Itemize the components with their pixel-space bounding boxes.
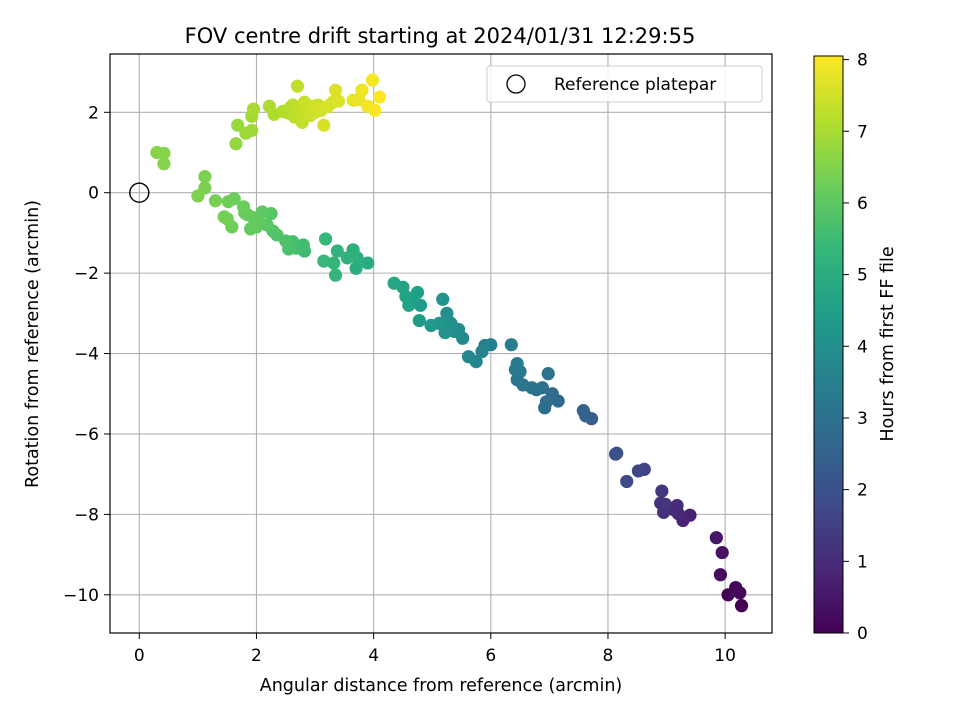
- data-point: [461, 350, 476, 364]
- data-point: [208, 194, 223, 208]
- colorbar-tick-label: 3: [857, 409, 868, 429]
- legend-marker: [506, 74, 526, 94]
- plot-frame: [109, 53, 773, 634]
- colorbar-tick-label: 5: [857, 266, 868, 286]
- legend-label: Reference platepar: [554, 75, 716, 95]
- colorbar-tick-label: 4: [857, 337, 868, 357]
- x-tick-label: 10: [714, 646, 736, 666]
- data-point: [368, 103, 382, 117]
- y-tick-label: −8: [74, 505, 99, 525]
- legend-box: [486, 65, 763, 103]
- data-point: [229, 137, 243, 151]
- data-point: [317, 254, 331, 268]
- data-point: [734, 599, 749, 613]
- reference-point-marker: [129, 182, 150, 203]
- x-axis-ticks: 0 2 4 6 8 10: [134, 633, 736, 666]
- data-point: [217, 210, 231, 224]
- data-point: [620, 474, 634, 489]
- y-axis-label: Rotation from reference (arcmin): [23, 200, 43, 488]
- data-point: [475, 344, 489, 359]
- colorbar-tick-label: 2: [857, 481, 868, 501]
- data-point: [709, 531, 723, 545]
- data-point: [387, 276, 401, 290]
- data-point: [330, 244, 344, 258]
- y-tick-label: −2: [74, 264, 99, 284]
- x-tick-label: 8: [603, 646, 614, 666]
- colorbar-tick-label: 6: [857, 194, 868, 214]
- y-axis-ticks: −10 −8 −6 −4 −2 0 2: [63, 103, 110, 606]
- data-point: [361, 256, 375, 270]
- colorbar-tick-label: 1: [857, 552, 868, 572]
- data-point: [150, 145, 164, 160]
- data-point: [328, 268, 343, 282]
- data-point: [331, 94, 346, 108]
- data-point: [436, 292, 450, 306]
- data-points: [150, 73, 749, 613]
- data-point: [713, 568, 728, 582]
- data-point: [610, 446, 624, 460]
- data-point: [157, 157, 171, 171]
- x-tick-label: 2: [251, 646, 262, 666]
- y-tick-label: −4: [74, 345, 99, 365]
- data-point: [355, 83, 369, 97]
- data-point: [244, 222, 258, 236]
- data-point: [290, 79, 305, 93]
- reference-marker: [129, 182, 150, 203]
- x-tick-label: 6: [485, 646, 496, 666]
- data-point: [349, 261, 363, 275]
- grid-lines: [110, 54, 772, 633]
- data-point: [539, 395, 554, 409]
- data-point: [576, 404, 590, 418]
- chart-title: FOV centre drift starting at 2024/01/31 …: [185, 24, 696, 48]
- data-point: [327, 256, 341, 270]
- colorbar: [813, 55, 844, 634]
- data-point: [236, 200, 251, 214]
- x-tick-label: 4: [368, 646, 379, 666]
- data-point: [670, 498, 684, 513]
- data-point: [317, 118, 331, 132]
- colorbar-tick-label: 7: [857, 122, 868, 142]
- data-point: [340, 251, 354, 265]
- colorbar-tick-label: 0: [857, 624, 868, 644]
- data-point: [412, 313, 426, 328]
- data-point: [424, 318, 438, 333]
- legend: Reference platepar: [486, 65, 763, 103]
- data-point: [410, 285, 425, 300]
- colorbar-ticks: 0 1 2 3 4 5 6 7 8: [843, 51, 868, 644]
- data-point: [221, 194, 235, 209]
- data-point: [328, 83, 343, 97]
- data-point: [245, 123, 259, 137]
- y-tick-label: 2: [88, 103, 99, 123]
- data-point: [504, 338, 518, 352]
- colorbar-tick-label: 8: [857, 51, 868, 71]
- data-point: [246, 102, 261, 116]
- data-point: [510, 357, 524, 371]
- data-point: [191, 189, 205, 203]
- data-point: [231, 118, 245, 132]
- data-point: [198, 170, 212, 184]
- data-point: [658, 497, 672, 511]
- colorbar-label: Hours from first FF file: [878, 246, 898, 441]
- data-point: [655, 484, 669, 498]
- y-tick-label: −10: [63, 586, 99, 606]
- x-tick-label: 0: [134, 646, 145, 666]
- data-point: [372, 90, 387, 104]
- data-point: [631, 464, 646, 478]
- data-point: [318, 232, 333, 246]
- data-point: [715, 545, 729, 560]
- data-point: [365, 73, 380, 87]
- data-point: [733, 586, 747, 600]
- x-axis-label: Angular distance from reference (arcmin): [260, 676, 623, 696]
- y-tick-label: 0: [88, 184, 99, 204]
- y-tick-label: −6: [74, 425, 99, 445]
- data-point: [541, 367, 555, 381]
